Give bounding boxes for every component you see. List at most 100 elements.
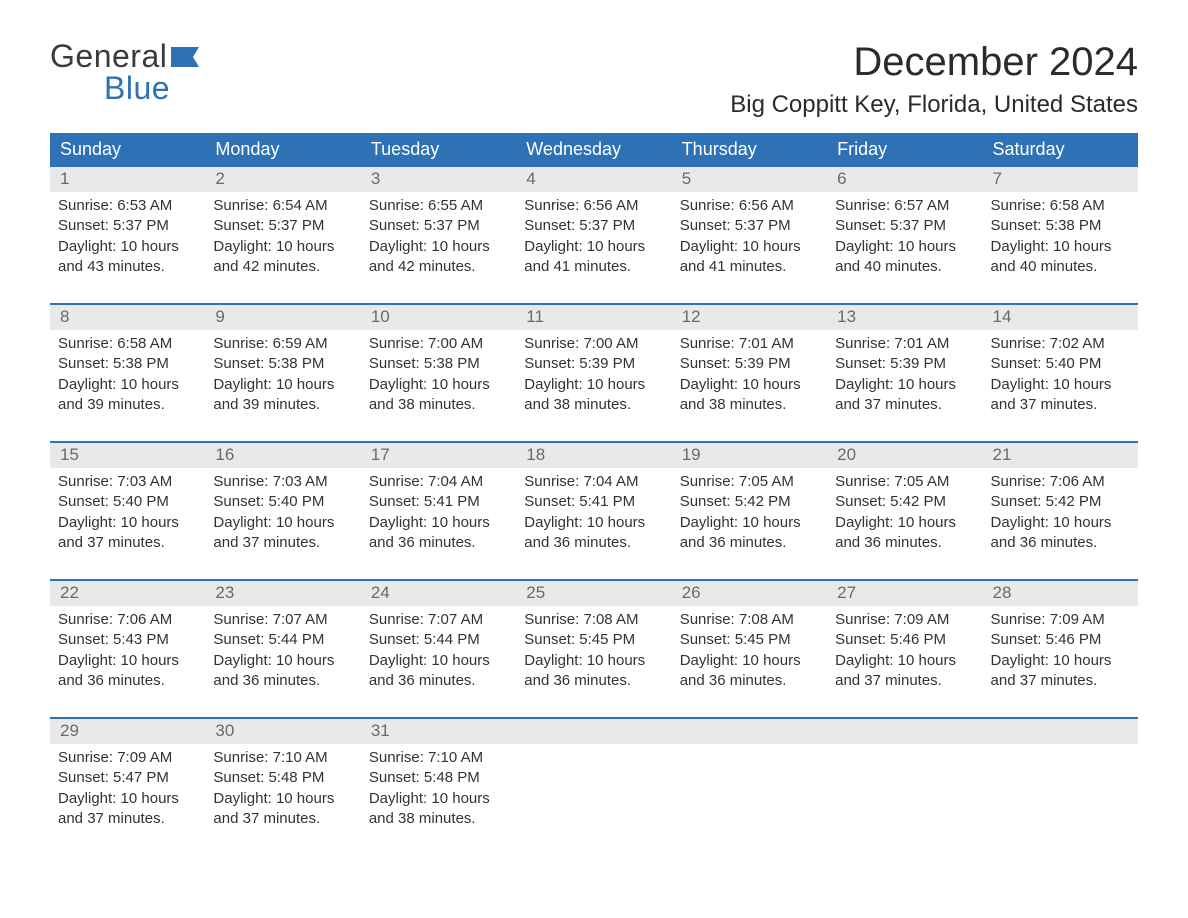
- day-number: 5: [682, 169, 691, 188]
- day-cell: .: [983, 719, 1138, 837]
- sunrise-text: Sunrise: 7:04 AM: [369, 472, 508, 492]
- day-number: 18: [526, 445, 545, 464]
- day-number: 31: [371, 721, 390, 740]
- day-cell: 23Sunrise: 7:07 AMSunset: 5:44 PMDayligh…: [205, 581, 360, 699]
- daynum-bar: 6: [827, 167, 982, 192]
- day-body: Sunrise: 7:05 AMSunset: 5:42 PMDaylight:…: [835, 468, 974, 561]
- d2-text: and 38 minutes.: [369, 809, 508, 829]
- day-body: Sunrise: 7:05 AMSunset: 5:42 PMDaylight:…: [680, 468, 819, 561]
- day-body: Sunrise: 7:09 AMSunset: 5:46 PMDaylight:…: [835, 606, 974, 699]
- sunset-text: Sunset: 5:42 PM: [991, 492, 1130, 512]
- d1-text: Daylight: 10 hours: [369, 513, 508, 533]
- sunset-text: Sunset: 5:44 PM: [369, 630, 508, 650]
- d1-text: Daylight: 10 hours: [835, 513, 974, 533]
- day-number: 22: [60, 583, 79, 602]
- day-cell: 15Sunrise: 7:03 AMSunset: 5:40 PMDayligh…: [50, 443, 205, 561]
- day-header: Wednesday: [516, 133, 671, 167]
- sunset-text: Sunset: 5:45 PM: [524, 630, 663, 650]
- day-number: 6: [837, 169, 846, 188]
- day-cell: 6Sunrise: 6:57 AMSunset: 5:37 PMDaylight…: [827, 167, 982, 285]
- sunset-text: Sunset: 5:44 PM: [213, 630, 352, 650]
- day-number: 10: [371, 307, 390, 326]
- sunset-text: Sunset: 5:39 PM: [835, 354, 974, 374]
- daynum-bar: 19: [672, 443, 827, 468]
- day-cell: 14 Sunrise: 7:02 AMSunset: 5:40 PMDayligh…: [983, 305, 1138, 423]
- sunset-text: Sunset: 5:37 PM: [369, 216, 508, 236]
- day-cell: 2Sunrise: 6:54 AMSunset: 5:37 PMDaylight…: [205, 167, 360, 285]
- day-body: Sunrise: 6:56 AMSunset: 5:37 PMDaylight:…: [524, 192, 663, 285]
- day-body: Sunrise: 7:01 AMSunset: 5:39 PMDaylight:…: [680, 330, 819, 423]
- d1-text: Daylight: 10 hours: [213, 513, 352, 533]
- day-body: Sunrise: 7:06 AMSunset: 5:43 PMDaylight:…: [58, 606, 197, 699]
- day-number: 25: [526, 583, 545, 602]
- day-header: Friday: [827, 133, 982, 167]
- d1-text: Daylight: 10 hours: [524, 513, 663, 533]
- sunrise-text: Sunrise: 7:03 AM: [58, 472, 197, 492]
- sunrise-text: Sunrise: 7:05 AM: [680, 472, 819, 492]
- d1-text: Daylight: 10 hours: [58, 789, 197, 809]
- daynum-bar: 28: [983, 581, 1138, 606]
- d1-text: Daylight: 10 hours: [369, 651, 508, 671]
- sunset-text: Sunset: 5:38 PM: [213, 354, 352, 374]
- day-cell: 18Sunrise: 7:04 AMSunset: 5:41 PMDayligh…: [516, 443, 671, 561]
- d1-text: Daylight: 10 hours: [213, 789, 352, 809]
- d1-text: Daylight: 10 hours: [991, 375, 1130, 395]
- sunset-text: Sunset: 5:46 PM: [835, 630, 974, 650]
- d1-text: Daylight: 10 hours: [680, 237, 819, 257]
- sunset-text: Sunset: 5:48 PM: [213, 768, 352, 788]
- day-cell: 20Sunrise: 7:05 AMSunset: 5:42 PMDayligh…: [827, 443, 982, 561]
- sunset-text: Sunset: 5:40 PM: [991, 354, 1130, 374]
- sunrise-text: Sunrise: 6:58 AM: [58, 334, 197, 354]
- daynum-bar: 24: [361, 581, 516, 606]
- d2-text: and 38 minutes.: [524, 395, 663, 415]
- week-row: 8 Sunrise: 6:58 AM Sunset: 5:38 PM Daylight…: [50, 303, 1138, 423]
- d1-text: Daylight: 10 hours: [58, 375, 197, 395]
- daynum-bar: 31: [361, 719, 516, 744]
- daynum-bar: .: [983, 719, 1138, 744]
- sunrise-text: Sunrise: 7:10 AM: [369, 748, 508, 768]
- d1-text: Daylight: 10 hours: [524, 375, 663, 395]
- d1-text: Daylight: 10 hours: [680, 651, 819, 671]
- daynum-bar: 22: [50, 581, 205, 606]
- day-cell: 9Sunrise: 6:59 AMSunset: 5:38 PMDaylight…: [205, 305, 360, 423]
- week-row: 22 Sunrise: 7:06 AMSunset: 5:43 PMDayligh…: [50, 579, 1138, 699]
- day-number: 12: [682, 307, 701, 326]
- day-cell: 12 Sunrise: 7:01 AMSunset: 5:39 PMDayligh…: [672, 305, 827, 423]
- day-body: Sunrise: 7:00 AMSunset: 5:38 PMDaylight:…: [369, 330, 508, 423]
- day-number: 14: [993, 307, 1012, 326]
- day-header: Thursday: [672, 133, 827, 167]
- day-cell: 3Sunrise: 6:55 AMSunset: 5:37 PMDaylight…: [361, 167, 516, 285]
- day-cell: 24Sunrise: 7:07 AMSunset: 5:44 PMDayligh…: [361, 581, 516, 699]
- d2-text: and 41 minutes.: [680, 257, 819, 277]
- day-body: Sunrise: 7:03 AMSunset: 5:40 PMDaylight:…: [213, 468, 352, 561]
- logo: General Blue: [50, 40, 199, 104]
- daynum-bar: 2: [205, 167, 360, 192]
- day-body: Sunrise: 7:02 AMSunset: 5:40 PMDaylight:…: [991, 330, 1130, 423]
- day-body: Sunrise: 7:10 AMSunset: 5:48 PMDaylight:…: [213, 744, 352, 837]
- day-number: 30: [215, 721, 234, 740]
- sunset-text: Sunset: 5:47 PM: [58, 768, 197, 788]
- day-body: Sunrise: 7:10 AMSunset: 5:48 PMDaylight:…: [369, 744, 508, 837]
- d2-text: and 42 minutes.: [213, 257, 352, 277]
- day-cell: 22 Sunrise: 7:06 AMSunset: 5:43 PMDayligh…: [50, 581, 205, 699]
- d2-text: and 38 minutes.: [680, 395, 819, 415]
- sunset-text: Sunset: 5:37 PM: [58, 216, 197, 236]
- week-row: 15Sunrise: 7:03 AMSunset: 5:40 PMDayligh…: [50, 441, 1138, 561]
- d2-text: and 39 minutes.: [213, 395, 352, 415]
- d2-text: and 36 minutes.: [213, 671, 352, 691]
- d1-text: Daylight: 10 hours: [369, 237, 508, 257]
- d2-text: and 36 minutes.: [369, 671, 508, 691]
- day-number: 8: [60, 307, 69, 326]
- sunset-text: Sunset: 5:40 PM: [213, 492, 352, 512]
- day-cell: 19Sunrise: 7:05 AMSunset: 5:42 PMDayligh…: [672, 443, 827, 561]
- sunrise-text: Sunrise: 7:03 AM: [213, 472, 352, 492]
- week-row: 1Sunrise: 6:53 AMSunset: 5:37 PMDaylight…: [50, 167, 1138, 285]
- daynum-bar: 11: [516, 305, 671, 330]
- day-cell: 5Sunrise: 6:56 AMSunset: 5:37 PMDaylight…: [672, 167, 827, 285]
- sunset-text: Sunset: 5:42 PM: [835, 492, 974, 512]
- day-header-row: Sunday Monday Tuesday Wednesday Thursday…: [50, 133, 1138, 167]
- sunset-text: Sunset: 5:37 PM: [835, 216, 974, 236]
- d2-text: and 37 minutes.: [991, 671, 1130, 691]
- sunrise-text: Sunrise: 6:54 AM: [213, 196, 352, 216]
- day-number: 1: [60, 169, 69, 188]
